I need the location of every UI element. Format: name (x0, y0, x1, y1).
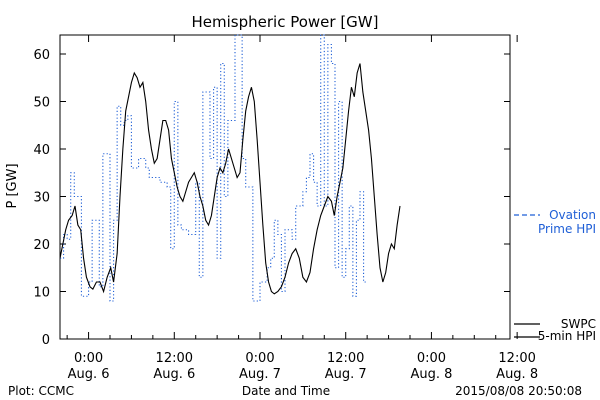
series-ovation-prime-hpi (60, 34, 368, 302)
y-tick-label: 0 (42, 333, 50, 348)
x-tick-label-time: 12:00 (327, 351, 364, 366)
y-axis-label: P [GW] (5, 163, 20, 208)
y-tick-label: 30 (33, 191, 50, 206)
x-axis-label: Date and Time (242, 384, 330, 398)
y-tick-label: 10 (33, 286, 50, 301)
y-tick-label: 60 (33, 48, 50, 63)
plot-timestamp: 2015/08/08 20:50:08 (455, 384, 582, 398)
plot-frame (59, 34, 511, 340)
x-tick-label-date: Aug. 7 (239, 367, 281, 382)
y-tick-label: 50 (33, 96, 50, 111)
legend-label-ovation: Ovation (549, 208, 596, 222)
legend-label-swpc: SWPC (561, 317, 596, 331)
x-tick-label-time: 12:00 (498, 351, 535, 366)
x-tick-label-date: Aug. 6 (153, 367, 195, 382)
x-tick-label-date: Aug. 8 (496, 367, 538, 382)
y-tick-label: 20 (33, 238, 50, 253)
series-swpc-5min-hpi (59, 63, 401, 295)
legend-label-ovation: Prime HPI (538, 222, 596, 236)
y-tick-label: 40 (33, 143, 50, 158)
plot-credit: Plot: CCMC (8, 384, 74, 398)
x-tick-label-time: 0:00 (245, 351, 274, 366)
x-tick-label-date: Aug. 8 (410, 367, 452, 382)
chart-title: Hemispheric Power [GW] (192, 13, 379, 31)
legend-label-swpc: 5-min HPI (538, 329, 596, 343)
x-tick-label-time: 0:00 (74, 351, 103, 366)
x-tick-label-date: Aug. 7 (325, 367, 367, 382)
x-tick-label-time: 0:00 (417, 351, 446, 366)
x-tick-label-time: 12:00 (156, 351, 193, 366)
x-tick-label-date: Aug. 6 (68, 367, 110, 382)
